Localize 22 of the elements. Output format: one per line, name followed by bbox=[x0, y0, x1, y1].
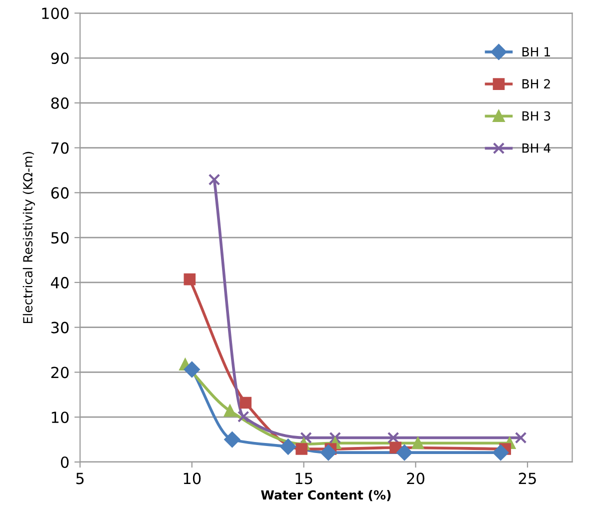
x-axis-title: Water Content (%) bbox=[261, 490, 391, 502]
y-tick-label: 60 bbox=[51, 187, 69, 199]
legend-label: BH 1 bbox=[522, 47, 550, 56]
y-axis-title: Electrical Resistivity (KΩ-m) bbox=[22, 152, 35, 324]
x-tick-label: 20 bbox=[407, 472, 424, 484]
y-tick-label: 10 bbox=[52, 412, 69, 424]
x-tick-label: 5 bbox=[76, 472, 84, 484]
y-tick-label: 20 bbox=[51, 366, 69, 378]
legend-label: BH 2 bbox=[522, 79, 550, 88]
y-tick-label: 0 bbox=[60, 456, 69, 468]
y-tick-label: 30 bbox=[51, 322, 69, 334]
y-tick-label: 70 bbox=[51, 142, 69, 154]
legend-label: BH 3 bbox=[522, 111, 550, 121]
y-tick-label: 50 bbox=[51, 232, 69, 244]
y-tick-label: 40 bbox=[50, 276, 69, 288]
legend-label: BH 4 bbox=[522, 143, 550, 153]
y-tick-label: 80 bbox=[51, 97, 69, 109]
x-tick-label: 15 bbox=[296, 472, 312, 484]
y-tick-label: 100 bbox=[42, 8, 69, 20]
x-tick-label: 10 bbox=[184, 472, 201, 484]
x-tick-label: 25 bbox=[518, 472, 536, 484]
y-tick-label: 90 bbox=[51, 52, 69, 64]
